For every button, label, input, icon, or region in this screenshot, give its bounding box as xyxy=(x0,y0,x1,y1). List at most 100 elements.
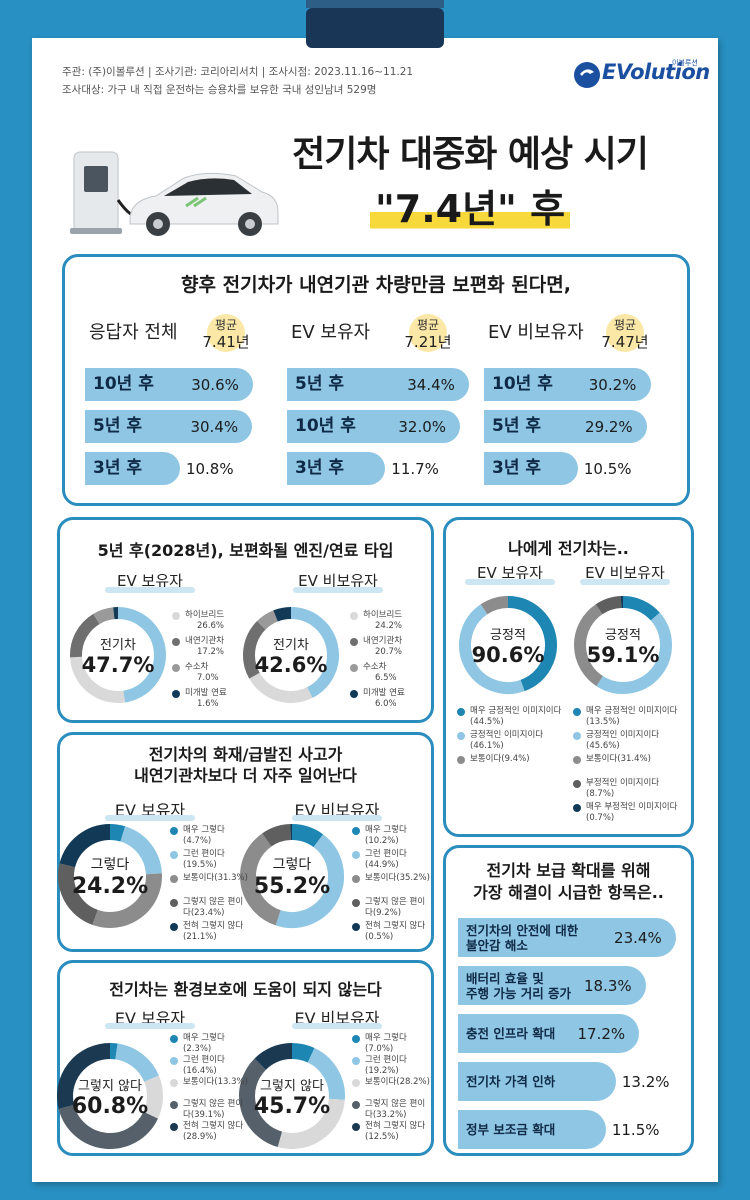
legend-value: (13.3%) xyxy=(214,1077,248,1087)
bar-value: 10.5% xyxy=(583,459,632,478)
donut-center-label: 긍정적 xyxy=(490,628,526,643)
legend-value: (10.2%) xyxy=(365,835,399,846)
legend-value: (7.0%) xyxy=(365,1043,394,1054)
legend-name: 전혀 그렇지 않다 xyxy=(365,921,426,931)
legend-swatch xyxy=(352,899,360,907)
legend-swatch xyxy=(350,612,358,620)
legend-item: 하이브리드 26.6% xyxy=(185,610,265,631)
legend-item: 보통이다(9.4%) xyxy=(470,754,570,765)
bar-value: 10.8% xyxy=(185,459,234,478)
legend-swatch xyxy=(352,923,360,931)
survey-info: 주관: (주)이볼루션 | 조사기관: 코리아리서치 | 조사시점: 2023.… xyxy=(62,66,414,78)
donut-segment xyxy=(507,596,557,692)
legend-name: 매우 긍정적인 이미지이다 xyxy=(470,706,562,716)
legend-value: 6.0% xyxy=(375,698,397,709)
hub xyxy=(153,219,163,229)
avg-badge xyxy=(409,314,447,352)
logo-bolt xyxy=(580,69,594,76)
legend-name: 하이브리드 xyxy=(363,610,403,620)
legend-name: 매우 부정적인 이미지이다 xyxy=(586,802,678,812)
bar-label: 10년 후 xyxy=(93,374,154,395)
clip-stripe xyxy=(306,0,444,8)
group-underline xyxy=(105,587,195,593)
legend-swatch xyxy=(352,1057,360,1065)
donut-center-value: 24.2% xyxy=(71,874,149,899)
donut-segment xyxy=(143,1075,163,1119)
legend-swatch xyxy=(170,875,178,883)
legend-item: 그렇지 않은 편이다(23.4%) xyxy=(183,897,249,918)
donut-segment xyxy=(117,607,166,703)
legend-value: (19.5%) xyxy=(183,859,217,870)
legend-item: 보통이다(35.2%) xyxy=(365,873,431,884)
group-name: EV 보유자 xyxy=(291,322,371,343)
legend-name: 하이브리드 xyxy=(185,610,225,620)
donut-segment xyxy=(243,621,266,679)
bar xyxy=(287,368,470,401)
bar-value: 29.2% xyxy=(585,417,633,436)
bar xyxy=(85,368,254,401)
bar xyxy=(85,410,253,443)
bar-value: 32.0% xyxy=(398,417,447,436)
legend-name: 매우 그렇다 xyxy=(365,825,407,835)
legend-name: 수소차 xyxy=(363,662,387,672)
title-line1: 전기차 대중화 예상 시기 xyxy=(292,134,649,175)
charger-screen xyxy=(84,166,108,192)
legend-name: 부정적인 이미지이다 xyxy=(586,778,660,788)
avg-value: 7.47년 xyxy=(601,333,649,351)
donut-segment xyxy=(459,604,525,694)
car-stripe xyxy=(185,196,207,208)
legend-name: 전혀 그렇지 않다 xyxy=(183,1121,244,1131)
legend-swatch xyxy=(172,690,180,698)
legend-value: (31.4%) xyxy=(617,754,651,764)
legend-value: (9.4%) xyxy=(501,754,530,764)
legend-name: 그런 편이다 xyxy=(365,849,407,859)
bar-value: 30.2% xyxy=(588,375,637,394)
bar-label: 5년 후 xyxy=(93,416,143,437)
avg-label: 평균 xyxy=(613,318,637,332)
donut-segment xyxy=(109,824,126,842)
bar-label: 전기차 가격 인하 xyxy=(466,1074,556,1089)
donut-segment xyxy=(58,863,99,925)
legend-swatch xyxy=(573,780,581,788)
bar-value: 30.4% xyxy=(190,417,239,436)
legend-name: 내연기관차 xyxy=(363,636,403,646)
legend-item: 매우 긍정적인 이미지이다(13.5%) xyxy=(586,706,686,727)
legend-name: 미개발 연료 xyxy=(363,688,405,698)
legend-value: (44.9%) xyxy=(365,859,399,870)
legend-item: 미개발 연료 6.0% xyxy=(363,688,443,709)
legend-name: 매우 긍정적인 이미지이다 xyxy=(586,706,678,716)
legend-value: (12.5%) xyxy=(365,1131,399,1142)
legend-value: (33.2%) xyxy=(372,1109,407,1120)
bar-label: 정부 보조금 확대 xyxy=(466,1122,556,1137)
bar-label: 배터리 효율 및 주행 가능 거리 증가 xyxy=(466,970,572,1001)
bar-label: 5년 후 xyxy=(295,374,345,395)
legend-name: 그렇지 않은 편이다 xyxy=(365,1099,426,1120)
legend-item: 매우 그렇다(4.7%) xyxy=(183,825,249,846)
donut-center-label: 그렇다 xyxy=(272,857,312,873)
legend-swatch xyxy=(350,664,358,672)
legend-value: (45.6%) xyxy=(586,740,620,751)
legend-item: 매우 그렇다(7.0%) xyxy=(365,1033,431,1054)
legend-value: (0.7%) xyxy=(586,812,615,823)
hub xyxy=(245,219,255,229)
legend-value: (0.5%) xyxy=(365,931,394,942)
bar xyxy=(458,1110,606,1149)
bar-value: 18.3% xyxy=(583,976,632,995)
donut-center-value: 59.1% xyxy=(586,643,660,667)
legend-swatch xyxy=(352,1123,360,1131)
donut-segment xyxy=(239,1058,283,1148)
donut-segment xyxy=(257,610,279,630)
legend-swatch xyxy=(170,923,178,931)
donut-segment xyxy=(290,607,339,698)
bar-label: 5년 후 xyxy=(492,416,542,437)
legend-swatch xyxy=(170,851,178,859)
donut-center-value: 55.2% xyxy=(253,874,331,899)
donut-segment xyxy=(273,607,292,622)
legend-name: 그런 편이다 xyxy=(183,1055,225,1065)
legend-item: 매우 부정적인 이미지이다(0.7%) xyxy=(586,802,686,823)
legend-name: 전혀 그렇지 않다 xyxy=(365,1121,426,1131)
legend-item: 미개발 연료 1.6% xyxy=(185,688,265,709)
donut-segment xyxy=(70,656,126,703)
legend-swatch xyxy=(350,638,358,646)
logo-circle xyxy=(574,62,600,88)
